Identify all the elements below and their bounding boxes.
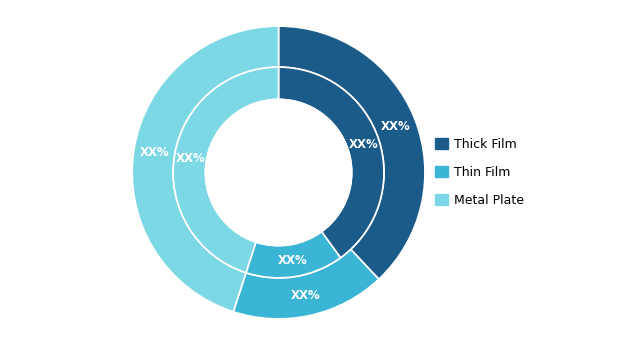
Text: XX%: XX%: [278, 254, 307, 267]
Wedge shape: [278, 26, 425, 279]
Wedge shape: [132, 26, 278, 312]
Wedge shape: [234, 249, 379, 319]
Legend: Thick Film, Thin Film, Metal Plate: Thick Film, Thin Film, Metal Plate: [430, 133, 529, 212]
Wedge shape: [278, 67, 384, 258]
Text: XX%: XX%: [176, 152, 205, 165]
Text: XX%: XX%: [140, 146, 169, 159]
Circle shape: [206, 99, 352, 246]
Text: XX%: XX%: [349, 138, 378, 151]
Wedge shape: [246, 232, 341, 278]
Text: XX%: XX%: [381, 120, 411, 133]
Wedge shape: [173, 67, 278, 273]
Text: XX%: XX%: [291, 289, 321, 302]
